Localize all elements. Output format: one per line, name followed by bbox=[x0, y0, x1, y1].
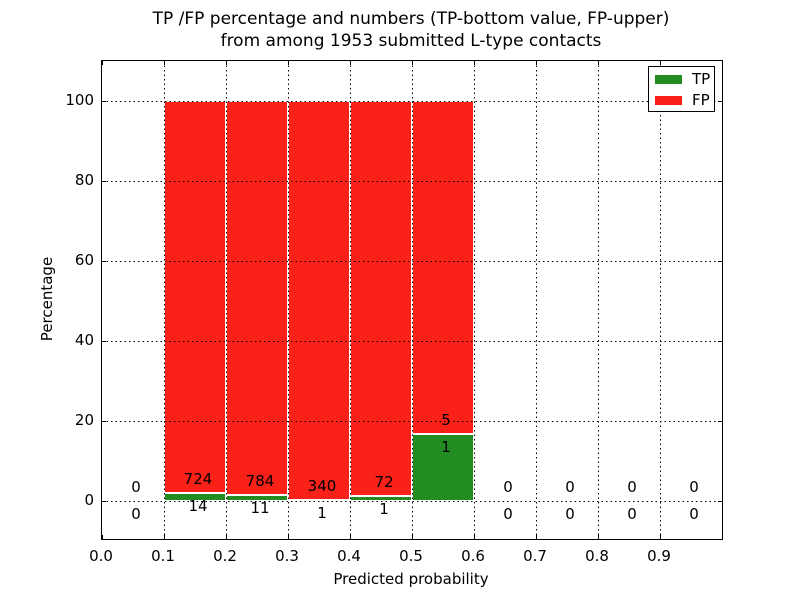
x-tick-label: 0.0 bbox=[89, 547, 113, 565]
fp-count-label: 0 bbox=[565, 478, 575, 496]
x-tick-top bbox=[164, 61, 165, 65]
tp-count-label: 1 bbox=[317, 503, 327, 522]
x-tick bbox=[412, 535, 413, 539]
y-tick-right bbox=[718, 101, 722, 102]
annotation-layer: 0 0 724 14 784 11 340 1 72 1 5 1 0 0 0 0 0 0 0 0 bbox=[102, 61, 722, 539]
x-tick bbox=[474, 535, 475, 539]
x-tick-top bbox=[350, 61, 351, 65]
v-gridline bbox=[412, 61, 413, 539]
v-gridline bbox=[350, 61, 351, 539]
y-tick-right bbox=[718, 181, 722, 182]
fp-count-label: 340 bbox=[307, 476, 337, 495]
x-tick-top bbox=[660, 61, 661, 65]
x-tick-top bbox=[226, 61, 227, 65]
x-tick bbox=[350, 535, 351, 539]
y-tick-label: 0 bbox=[84, 491, 94, 509]
x-tick-label: 0.7 bbox=[523, 547, 547, 565]
fp-count-label: 784 bbox=[245, 472, 275, 491]
x-tick-label: 0.9 bbox=[647, 547, 671, 565]
x-tick-label: 0.8 bbox=[585, 547, 609, 565]
x-tick bbox=[288, 535, 289, 539]
y-tick bbox=[102, 341, 106, 342]
y-tick-label: 40 bbox=[74, 331, 94, 349]
tp-count-label: 0 bbox=[503, 505, 513, 523]
x-tick-top bbox=[598, 61, 599, 65]
bar-fp-segment bbox=[288, 101, 350, 500]
x-tick-label: 0.4 bbox=[337, 547, 361, 565]
fp-count-label: 72 bbox=[374, 472, 394, 491]
bar-fp-segment bbox=[412, 101, 474, 435]
y-tick-right bbox=[718, 501, 722, 502]
x-tick-top bbox=[102, 61, 103, 65]
fp-count-label: 0 bbox=[689, 478, 699, 496]
x-tick bbox=[536, 535, 537, 539]
y-tick bbox=[102, 421, 106, 422]
plot-area: 0 0 724 14 784 11 340 1 72 1 5 1 0 0 0 0 0 0 0 0 TP FP bbox=[101, 60, 723, 540]
bar-fp-segment bbox=[350, 101, 412, 496]
x-tick-top bbox=[536, 61, 537, 65]
tp-count-label: 0 bbox=[689, 505, 699, 523]
y-tick bbox=[102, 101, 106, 102]
x-tick-label: 0.6 bbox=[461, 547, 485, 565]
v-gridline bbox=[474, 61, 475, 539]
y-tick bbox=[102, 181, 106, 182]
fp-count-label: 724 bbox=[183, 470, 213, 489]
v-gridline bbox=[164, 61, 165, 539]
y-tick-label: 60 bbox=[74, 251, 94, 269]
v-gridline bbox=[598, 61, 599, 539]
chart-title: TP /FP percentage and numbers (TP-bottom… bbox=[101, 8, 721, 52]
x-tick-top bbox=[288, 61, 289, 65]
bar-tp-segment bbox=[412, 434, 474, 501]
x-tick-label: 0.1 bbox=[151, 547, 175, 565]
fp-count-label: 0 bbox=[503, 478, 513, 496]
x-tick bbox=[164, 535, 165, 539]
y-tick-right bbox=[718, 421, 722, 422]
tp-count-label: 0 bbox=[627, 505, 637, 523]
y-tick-right bbox=[718, 341, 722, 342]
legend-row-fp: FP bbox=[649, 90, 714, 110]
chart-title-line2: from among 1953 submitted L-type contact… bbox=[220, 31, 602, 51]
tp-count-label: 1 bbox=[379, 499, 389, 518]
v-gridline bbox=[536, 61, 537, 539]
x-tick-top bbox=[412, 61, 413, 65]
tp-count-label: 1 bbox=[441, 438, 451, 457]
x-tick-label: 0.3 bbox=[275, 547, 299, 565]
tick-layer bbox=[102, 61, 722, 539]
x-tick bbox=[102, 535, 103, 539]
fp-count-label: 5 bbox=[441, 411, 451, 430]
fp-count-label: 0 bbox=[627, 478, 637, 496]
fp-legend-label: FP bbox=[692, 91, 710, 109]
tp-legend-label: TP bbox=[692, 70, 711, 88]
x-tick bbox=[660, 535, 661, 539]
v-gridline bbox=[226, 61, 227, 539]
y-tick bbox=[102, 261, 106, 262]
v-gridline bbox=[288, 61, 289, 539]
x-tick-top bbox=[474, 61, 475, 65]
bar-layer bbox=[102, 61, 722, 539]
y-tick bbox=[102, 501, 106, 502]
x-tick-label: 0.2 bbox=[213, 547, 237, 565]
grid-layer bbox=[102, 61, 722, 539]
chart-title-line1: TP /FP percentage and numbers (TP-bottom… bbox=[152, 9, 670, 29]
x-tick-label: 0.5 bbox=[399, 547, 423, 565]
fp-count-label: 0 bbox=[131, 478, 141, 496]
fp-legend-swatch bbox=[655, 96, 682, 105]
y-tick-label: 100 bbox=[65, 91, 94, 109]
legend-box: TP FP bbox=[648, 66, 715, 112]
x-tick bbox=[598, 535, 599, 539]
x-axis-label: Predicted probability bbox=[333, 570, 489, 588]
legend-row-tp: TP bbox=[649, 69, 714, 89]
y-tick-right bbox=[718, 261, 722, 262]
y-tick-label: 80 bbox=[74, 171, 94, 189]
tp-legend-swatch bbox=[655, 75, 682, 84]
tp-count-label: 0 bbox=[565, 505, 575, 523]
y-tick-label: 20 bbox=[74, 411, 94, 429]
tp-count-label: 11 bbox=[250, 499, 270, 518]
tp-count-label: 14 bbox=[188, 497, 208, 516]
v-gridline bbox=[660, 61, 661, 539]
tp-count-label: 0 bbox=[131, 505, 141, 523]
x-tick bbox=[226, 535, 227, 539]
